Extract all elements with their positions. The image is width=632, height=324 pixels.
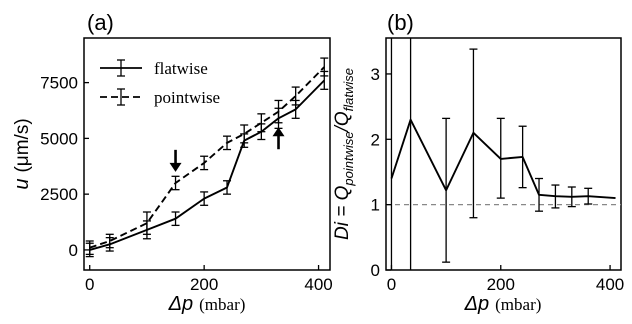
panel-b-ylabel-sub1: pointwise: [341, 131, 356, 186]
panel-a-axes-frame: [83, 37, 331, 271]
panel-a-xlabel: Δp (mbar): [168, 293, 246, 315]
panel-b: (b) 0 200 400 0 1 2 3 Δp (mbar) Di = Qpointwise…: [332, 10, 624, 315]
panel-a-ticks: 0 200 400 0 2500 5000 7500: [40, 74, 333, 294]
panel-a-legend: flatwise pointwise: [100, 59, 220, 107]
panel-a-ytick-label: 7500: [40, 74, 78, 93]
panel-a-ytick-label: 2500: [40, 185, 78, 204]
panel-a-ylabel: u (μm/s): [11, 118, 33, 189]
panel-a-label: (a): [87, 10, 114, 35]
panel-a-ytick-label: 5000: [40, 129, 78, 148]
panel-a-xlabel-unit: (mbar): [199, 295, 245, 314]
legend-label-flatwise: flatwise: [154, 59, 208, 78]
panel-b-ytick-label: 2: [371, 130, 380, 149]
panel-b-label: (b): [387, 10, 414, 35]
panel-a-series: [85, 57, 329, 258]
panel-b-ylabel-lhs: Di = Q: [332, 185, 353, 240]
panel-b-xtick-label: 400: [596, 275, 624, 294]
panel-b-ytick-label: 0: [371, 261, 380, 280]
panel-b-ticks: 0 200 400 0 1 2 3: [371, 65, 625, 294]
legend-label-pointwise: pointwise: [154, 88, 220, 107]
panel-b-series: [390, 38, 616, 270]
panel-a-arrows: [169, 127, 285, 172]
panel-b-xlabel-symbol: Δp: [464, 293, 490, 315]
panel-a-ytick-label: 0: [69, 241, 78, 260]
panel-a-xlabel-symbol: Δp: [168, 293, 194, 315]
panel-a-xtick-label: 200: [190, 275, 218, 294]
panel-b-ylabel-slash: /Q: [332, 111, 353, 133]
panel-b-ytick-label: 1: [371, 196, 380, 215]
panel-a-ylabel-unit: (μm/s): [12, 118, 33, 172]
legend-entry-flatwise: flatwise: [100, 59, 208, 78]
panel-b-xlabel: Δp (mbar): [464, 293, 542, 315]
panel-b-ylabel: Di = Qpointwise/Qflatwise: [332, 68, 356, 240]
panel-b-xtick-label: 200: [487, 275, 515, 294]
panel-a: (a) 0 200 400 0 2500 5000 7500 flatwise pointw…: [11, 10, 333, 315]
legend-entry-pointwise: pointwise: [100, 88, 220, 107]
panel-b-line-series-0: [390, 118, 616, 200]
arrow-up-icon: [272, 127, 285, 137]
panel-b-ytick-label: 3: [371, 65, 380, 84]
panel-b-ylabel-sub2: flatwise: [341, 68, 356, 111]
panel-b-axes-frame: [385, 37, 622, 271]
arrow-down-icon: [169, 162, 182, 172]
panel-b-xlabel-unit: (mbar): [495, 295, 541, 314]
panel-a-ylabel-symbol: u: [11, 179, 33, 190]
panel-b-xtick-label: 0: [387, 275, 396, 294]
panel-a-xtick-label: 0: [85, 275, 94, 294]
panel-a-xtick-label: 400: [304, 275, 332, 294]
